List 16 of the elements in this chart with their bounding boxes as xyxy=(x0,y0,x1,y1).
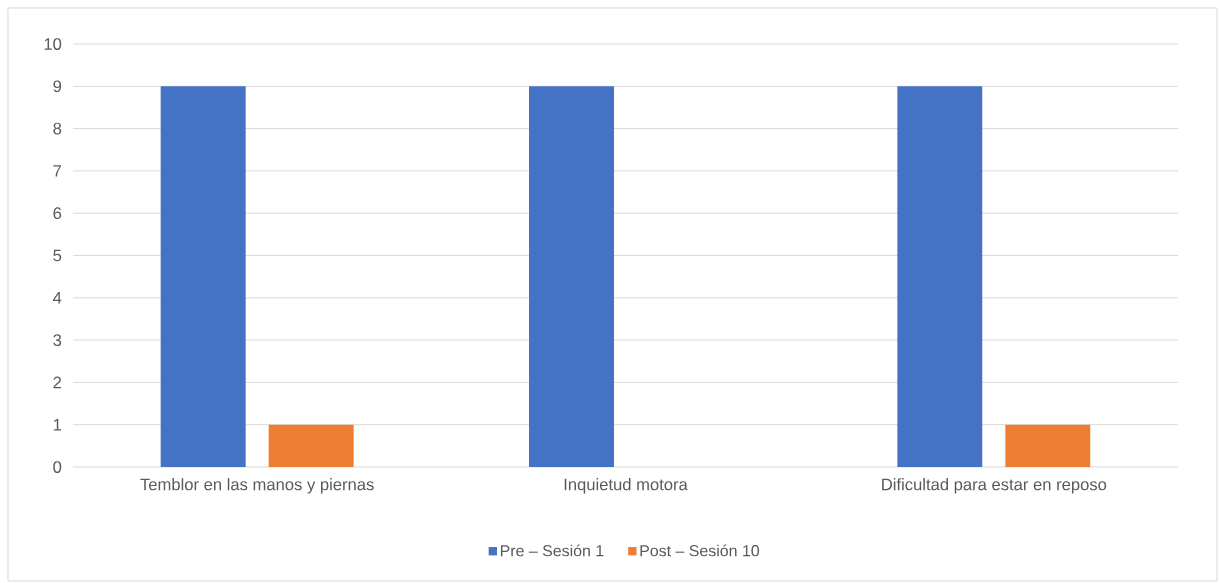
y-tick-label: 9 xyxy=(53,80,62,93)
y-tick-label: 6 xyxy=(53,207,62,220)
x-tick-label: Dificultad para estar en reposo xyxy=(882,478,1107,494)
y-tick-label: 3 xyxy=(53,334,62,346)
y-tick-label: 1 xyxy=(53,419,62,431)
y-tick-label: 8 xyxy=(53,122,62,135)
y-tick-label: 4 xyxy=(53,292,62,304)
x-tick-label: Inquietud motora xyxy=(564,478,688,494)
y-tick-label: 10 xyxy=(44,38,62,50)
legend-label: Pre – Sesión 1 xyxy=(500,544,604,557)
x-tick-label: Temblor en las manos y piernas xyxy=(140,478,374,494)
y-tick-label: 7 xyxy=(53,165,62,177)
y-tick-label: 2 xyxy=(53,376,62,389)
y-tick-label: 5 xyxy=(53,249,62,262)
y-tick-label: 0 xyxy=(53,461,62,473)
legend-label: Post – Sesión 10 xyxy=(640,544,760,557)
